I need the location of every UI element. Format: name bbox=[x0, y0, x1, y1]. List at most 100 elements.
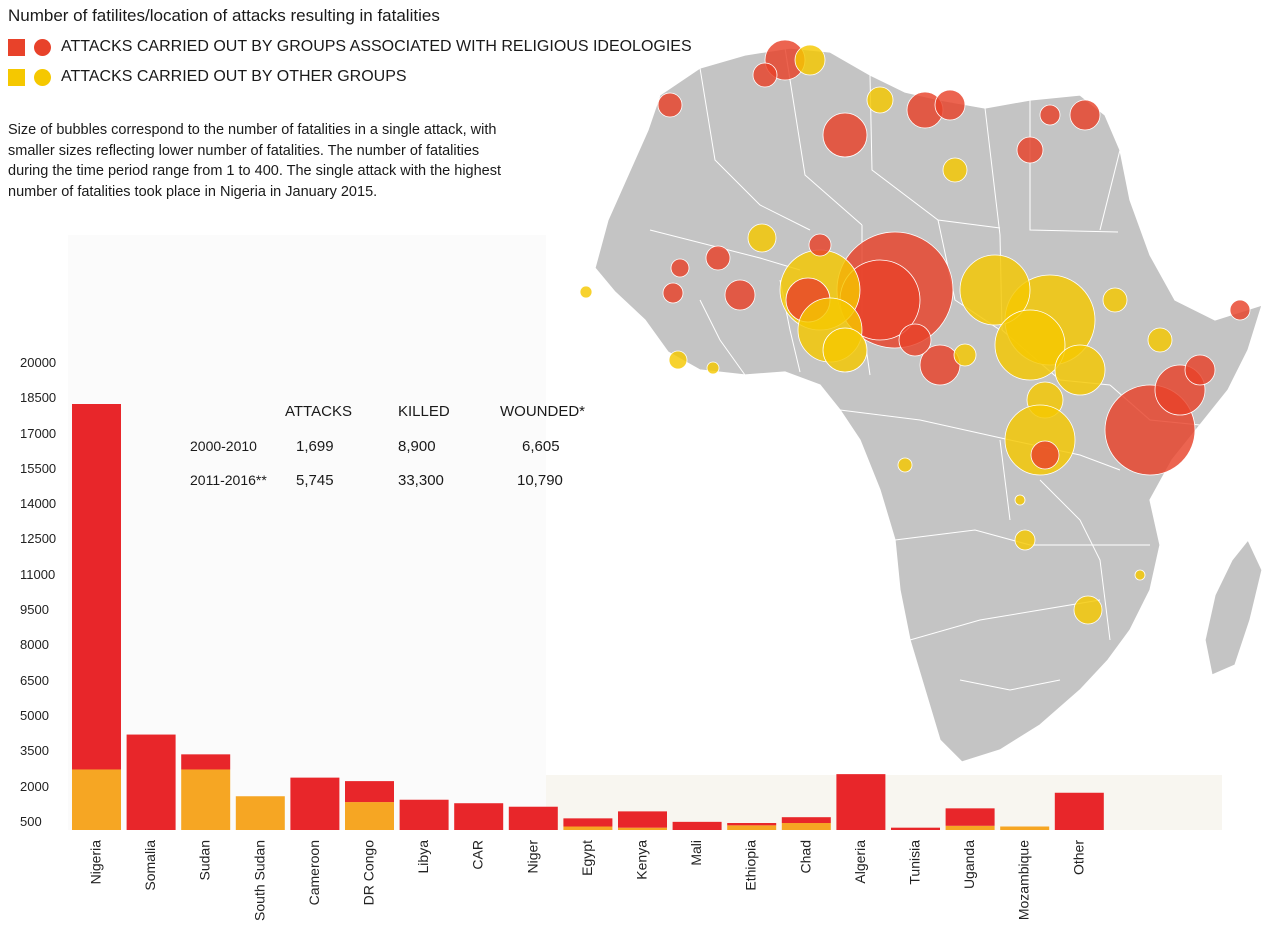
legend-dot-other bbox=[34, 68, 51, 86]
legend-item-other: ATTACKS CARRIED OUT BY OTHER GROUPS bbox=[8, 68, 407, 86]
attack-bubble bbox=[668, 350, 688, 370]
bar-segment bbox=[345, 802, 394, 830]
bar-segment bbox=[618, 811, 667, 828]
legend-item-religious: ATTACKS CARRIED OUT BY GROUPS ASSOCIATED… bbox=[8, 38, 692, 56]
x-tick-label: Egypt bbox=[579, 840, 595, 876]
y-tick-label: 12500 bbox=[20, 531, 56, 546]
stats-row-attacks: 1,699 bbox=[296, 438, 334, 455]
bar-segment bbox=[727, 823, 777, 826]
attack-bubble bbox=[706, 361, 720, 375]
y-tick-label: 8000 bbox=[20, 637, 49, 652]
x-axis: Nigeria Somalia Sudan South Sudan Cameroon DR… bbox=[88, 840, 1087, 921]
attack-bubble bbox=[1039, 104, 1061, 126]
attack-bubble bbox=[1016, 136, 1044, 164]
x-tick-label: Other bbox=[1070, 840, 1086, 875]
y-tick-label: 9500 bbox=[20, 602, 49, 617]
bar-segment bbox=[345, 781, 394, 803]
attack-bubble bbox=[1073, 595, 1103, 625]
stats-row-killed: 33,300 bbox=[398, 472, 444, 489]
x-tick-label: Chad bbox=[797, 840, 813, 873]
bar-segment bbox=[454, 803, 504, 830]
attack-bubble bbox=[579, 285, 593, 299]
x-tick-label: Mozambique bbox=[1016, 840, 1032, 920]
attack-bubble bbox=[1184, 354, 1216, 386]
y-tick-label: 2000 bbox=[20, 779, 49, 794]
y-tick-label: 6500 bbox=[20, 673, 49, 688]
bar-segment bbox=[290, 777, 340, 830]
x-tick-label: Niger bbox=[524, 840, 540, 874]
stats-row-attacks: 5,745 bbox=[296, 472, 334, 489]
legend-square-religious bbox=[8, 38, 25, 56]
y-tick-label: 5000 bbox=[20, 708, 49, 723]
bar-segment bbox=[508, 806, 558, 830]
bar-segment bbox=[891, 827, 940, 830]
y-tick-label: 20000 bbox=[20, 355, 56, 370]
y-tick-label: 15500 bbox=[20, 461, 56, 476]
y-tick-label: 17000 bbox=[20, 426, 56, 441]
x-tick-label: Ethiopia bbox=[743, 840, 759, 891]
bar-segment bbox=[399, 799, 449, 830]
y-tick-label: 500 bbox=[20, 814, 42, 829]
x-tick-label: South Sudan bbox=[251, 840, 267, 921]
attack-bubble bbox=[670, 258, 690, 278]
legend-label-religious: ATTACKS CARRIED OUT BY GROUPS ASSOCIATED… bbox=[61, 38, 692, 55]
x-tick-label: CAR bbox=[470, 840, 486, 870]
attack-bubble bbox=[959, 254, 1031, 326]
bar-segment bbox=[1054, 792, 1104, 830]
x-tick-label: Kenya bbox=[634, 840, 650, 880]
x-tick-label: Cameroon bbox=[306, 840, 322, 905]
attack-bubble bbox=[898, 323, 932, 357]
attack-bubble bbox=[752, 62, 778, 88]
y-tick-label: 11000 bbox=[20, 567, 55, 582]
stats-header-attacks: ATTACKS bbox=[285, 403, 352, 420]
stats-row-period: 2000-2010 bbox=[190, 438, 257, 454]
madagascar-landmass bbox=[1204, 538, 1263, 676]
stats-header-wounded: WOUNDED* bbox=[500, 403, 585, 420]
stats-row-wounded: 6,605 bbox=[522, 438, 560, 455]
bar-segment bbox=[1000, 826, 1050, 830]
bar-segment bbox=[672, 821, 722, 830]
stats-row-period: 2011-2016** bbox=[190, 472, 267, 488]
attack-bubble bbox=[866, 86, 894, 114]
bar-segment bbox=[181, 754, 231, 770]
attack-bubble bbox=[953, 343, 977, 367]
bar-segment bbox=[781, 823, 831, 830]
bar-segment bbox=[781, 817, 831, 824]
attack-bubble bbox=[1229, 299, 1251, 321]
bar-segment bbox=[618, 827, 667, 830]
attack-bubble bbox=[1030, 440, 1060, 470]
attack-bubbles bbox=[579, 39, 1251, 625]
attack-bubble bbox=[808, 233, 832, 257]
y-axis: 20000 18500 17000 15500 14000 12500 11000 9500 8… bbox=[20, 355, 56, 829]
attack-bubble bbox=[657, 92, 683, 118]
chart-title: Number of fatilites/location of attacks … bbox=[8, 6, 440, 25]
attack-bubble bbox=[1069, 99, 1101, 131]
x-tick-label: Somalia bbox=[142, 840, 158, 891]
attack-bubble bbox=[705, 245, 731, 271]
attack-bubble bbox=[822, 327, 868, 373]
attack-bubble bbox=[794, 44, 826, 76]
attack-bubble bbox=[934, 89, 966, 121]
legend-dot-religious bbox=[34, 38, 51, 56]
attack-bubble bbox=[662, 282, 684, 304]
stats-header-killed: KILLED bbox=[398, 403, 450, 420]
x-tick-label: Algeria bbox=[852, 840, 868, 884]
x-tick-label: Sudan bbox=[197, 840, 213, 880]
attack-bubble bbox=[942, 157, 968, 183]
bar-segment bbox=[563, 818, 613, 827]
bar-segment bbox=[945, 808, 995, 826]
x-tick-label: Tunisia bbox=[907, 840, 923, 885]
stats-row-wounded: 10,790 bbox=[517, 472, 563, 489]
attack-bubble bbox=[724, 279, 756, 311]
bars bbox=[72, 404, 1104, 830]
x-tick-label: Libya bbox=[415, 840, 431, 874]
x-tick-label: DR Congo bbox=[361, 840, 377, 906]
x-tick-label: Uganda bbox=[961, 840, 977, 889]
attack-bubble bbox=[822, 112, 868, 158]
bar-segment bbox=[836, 774, 886, 830]
bar-segment bbox=[126, 734, 176, 830]
attack-bubble bbox=[897, 457, 913, 473]
y-tick-label: 18500 bbox=[20, 390, 56, 405]
bar-segment bbox=[235, 796, 285, 830]
